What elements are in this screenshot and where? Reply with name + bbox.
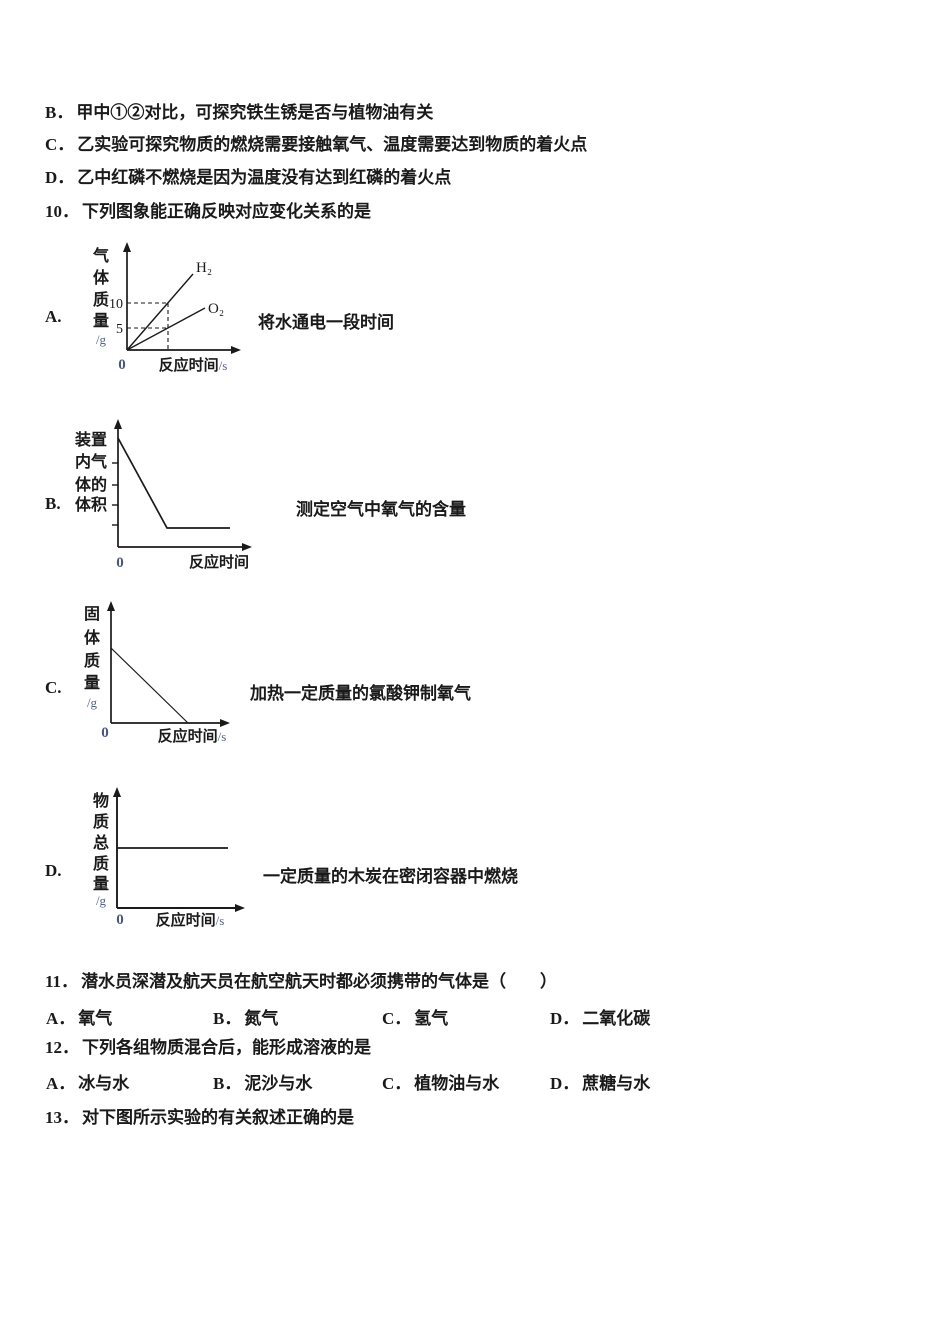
question-12-options: A． 冰与水 B． 泥沙与水 C． 植物油与水 D． 蔗糖与水 [0,1069,950,1093]
graph-b-y-arrow-icon [114,419,122,429]
graph-a-y-unit: /g [96,332,107,347]
q11-option-c: C． 氢气 [382,1009,449,1028]
graph-d-option-letter: D. [45,861,62,880]
graph-a-y-label-char: 量 [93,312,109,330]
q9-option-c: C． 乙实验可探究物质的燃烧需要接触氧气、温度需要达到物质的着火点 [45,134,587,156]
graph-c-origin: 0 [101,725,109,741]
question-13-text: 对下图所示实验的有关叙述正确的是 [82,1108,354,1127]
question-11-number: 11． [45,972,79,991]
graph-b-option-letter: B. [45,494,61,513]
graph-a-series-label-o2: O₂ [208,301,224,317]
graph-c-caption: 加热一定质量的氯酸钾制氧气 [250,684,471,703]
graph-d-x-label: 反应时间/s [156,911,225,929]
q9-option-c-label: C． [45,135,75,154]
graph-b-caption: 测定空气中氧气的含量 [296,500,466,519]
question-13-stem: 13． 对下图所示实验的有关叙述正确的是 [45,1107,354,1129]
graph-c-data-line [110,647,189,724]
graph-b-y-label-row: 装置 [74,430,107,449]
graph-a-o2-line [126,307,206,351]
graph-d-origin: 0 [116,912,124,928]
graph-c-y-label-char: 体 [84,628,101,647]
graph-d-y-label-char: 总 [93,833,109,852]
question-10-stem: 10． 下列图象能正确反映对应变化关系的是 [45,201,371,223]
graph-a-y-arrow-icon [123,242,131,252]
graph-c-y-arrow-icon [107,601,115,611]
question-12-text: 下列各组物质混合后，能形成溶液的是 [82,1038,371,1057]
graph-d-y-label-char: 物 [93,791,109,810]
graph-d-x-arrow-icon [235,904,245,912]
question-11-options: A． 氧气 B． 氮气 C． 氢气 D． 二氧化碳 [0,1004,950,1028]
q9-option-b-label: B． [45,103,74,122]
graph-b-y-label-row: 体积 [75,495,107,514]
graph-b-data-line [117,437,230,529]
graph-a-x-label: 反应时间/s [159,356,228,374]
graph-a-y-label-char: 体 [93,268,110,287]
graph-a-plot: 气 体 质 量 /g 10 5 0 反应时间/s H₂ O₂ [92,242,241,374]
graph-b-x-arrow-icon [242,543,252,551]
q12-option-d: D． 蔗糖与水 [550,1074,651,1093]
graph-c-plot: 固 体 质 量 /g 0 反应时间/s [84,601,230,745]
graph-d-y-label-char: 质 [93,854,109,873]
graph-c-y-label-char: 固 [84,605,100,623]
graph-d-y-label-char: 质 [93,812,109,831]
graph-b-y-label-row: 体的 [75,475,107,494]
graph-a-caption: 将水通电一段时间 [258,313,394,332]
q9-option-c-text: 乙实验可探究物质的燃烧需要接触氧气、温度需要达到物质的着火点 [77,135,588,154]
graph-d-y-unit: /g [96,893,107,908]
graph-c-option-letter: C. [45,678,62,697]
graph-a-h2-line [126,273,194,351]
graph-a-origin: 0 [118,357,126,373]
q9-option-d-text: 乙中红磷不燃烧是因为温度没有达到红磷的着火点 [77,168,452,187]
graph-a-tick-5: 5 [116,322,123,337]
graph-c-x-label: 反应时间/s [158,727,227,745]
graph-a-y-label-char: 质 [93,290,109,309]
question-13-number: 13． [45,1108,79,1127]
graph-c-y-label-char: 量 [84,674,100,692]
q9-option-b: B． 甲中①②对比，可探究铁生锈是否与植物油有关 [45,102,433,124]
graph-a-tick-10: 10 [109,297,123,312]
question-12-stem: 12． 下列各组物质混合后，能形成溶液的是 [45,1037,371,1059]
q11-option-b: B． 氮气 [213,1009,279,1028]
graph-c-y-label-char: 质 [84,651,100,670]
graph-b-y-label-row: 内气 [75,452,107,471]
graph-b-origin: 0 [116,555,124,571]
graph-b-plot: 装置 内气 体的 体积 0 反应时间 [74,419,252,571]
graph-a-series-label-h2: H₂ [196,260,212,276]
graph-a-option-letter: A. [45,307,62,326]
q12-option-b: B． 泥沙与水 [213,1074,313,1093]
q11-option-a: A． 氧气 [46,1009,113,1028]
question-10-number: 10． [45,202,79,221]
q9-option-d-label: D． [45,168,75,187]
q12-option-c: C． 植物油与水 [382,1074,500,1093]
question-10-text: 下列图象能正确反映对应变化关系的是 [82,202,371,221]
graph-d-y-label-char: 量 [93,875,109,893]
q9-option-b-text: 甲中①②对比，可探究铁生锈是否与植物油有关 [76,103,434,122]
graph-b-x-label: 反应时间 [189,553,249,571]
graph-a-y-label-char: 气 [92,246,109,265]
question-11-text: 潜水员深潜及航天员在航空航天时都必须携带的气体是（ ） [81,972,558,991]
graph-a-x-arrow-icon [231,346,241,354]
graph-c-x-arrow-icon [220,719,230,727]
q11-option-d: D． 二氧化碳 [550,1009,651,1028]
q9-option-d: D． 乙中红磷不燃烧是因为温度没有达到红磷的着火点 [45,167,451,189]
graph-d-y-arrow-icon [113,787,121,797]
graph-d-plot: 物 质 总 质 量 /g 0 反应时间/s [93,787,245,929]
question-11-stem: 11． 潜水员深潜及航天员在航空航天时都必须携带的气体是（ ） [45,971,557,993]
q12-option-a: A． 冰与水 [46,1074,130,1093]
question-12-number: 12． [45,1038,79,1057]
graph-d-caption: 一定质量的木炭在密闭容器中燃烧 [263,867,518,886]
graph-c-y-unit: /g [87,695,98,710]
